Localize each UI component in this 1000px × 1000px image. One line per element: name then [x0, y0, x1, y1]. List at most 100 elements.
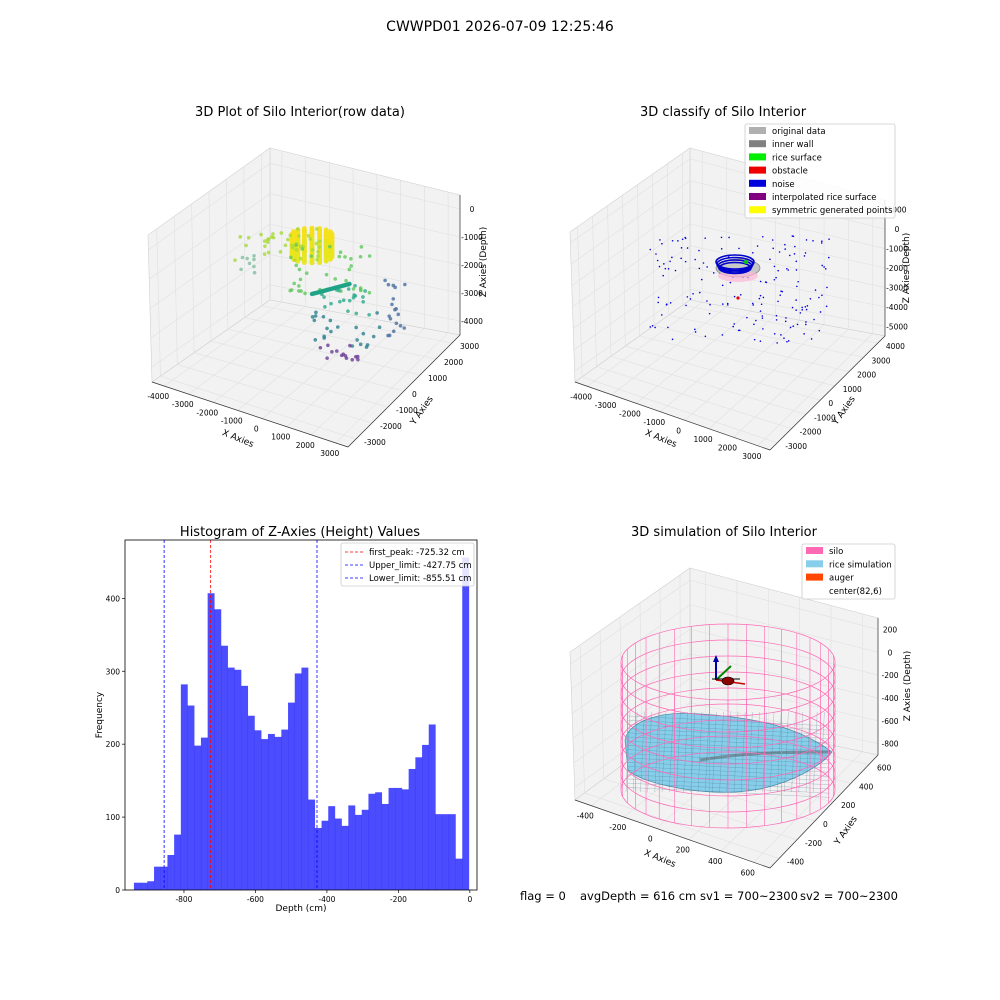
noise-point [709, 303, 711, 306]
legend-label: silo [829, 547, 843, 557]
noise-point [681, 238, 684, 241]
noise-point [762, 296, 765, 299]
histogram-bar [288, 702, 295, 890]
data-point [347, 281, 352, 287]
grid-line [148, 162, 271, 250]
grid-line [689, 579, 879, 630]
legend-swatch [806, 547, 823, 554]
z-tick-label: -4000 [886, 303, 908, 312]
histogram-bar [321, 820, 329, 890]
noise-point [665, 303, 668, 306]
data-point [393, 307, 397, 312]
noise-point [669, 302, 672, 304]
noise-point [760, 303, 763, 306]
data-point [269, 235, 274, 240]
data-point [338, 299, 342, 304]
data-point [289, 255, 293, 260]
noise-point [651, 324, 654, 327]
legend-frame [340, 542, 475, 587]
histogram-bar [314, 828, 322, 890]
noise-point [689, 298, 692, 300]
noise-point [780, 290, 782, 292]
status-line: flag = 0 avgDepth = 616 cm sv1 = 700~230… [520, 889, 898, 903]
data-point [361, 331, 366, 336]
histogram-bar [301, 667, 309, 890]
grid-line [689, 288, 886, 327]
x-axis-line [574, 381, 771, 451]
histogram-bar [140, 882, 148, 890]
y-tick-label: 200 [841, 801, 856, 810]
x-tick-label: 0 [648, 834, 653, 843]
data-point [353, 283, 357, 288]
data-point [354, 311, 359, 316]
noise-point [728, 236, 730, 239]
z-tick-label: 200 [883, 625, 898, 634]
x-tick-label: 3000 [320, 449, 339, 458]
noise-point [821, 294, 823, 297]
data-point [377, 325, 382, 330]
data-point [245, 256, 249, 261]
noise-point [778, 251, 781, 253]
x-tick-label: 0 [254, 425, 259, 434]
noise-point [795, 269, 798, 271]
histogram-bar [381, 803, 389, 890]
status-flag: flag = 0 [520, 889, 566, 903]
data-point [343, 354, 348, 358]
data-point [351, 287, 356, 291]
x-tick-label: 2000 [718, 443, 737, 452]
noise-point [733, 323, 736, 325]
legend-label: auger [829, 574, 854, 584]
noise-point [828, 256, 830, 259]
data-point [306, 233, 311, 238]
legend-frame [801, 543, 896, 600]
data-point [252, 270, 257, 275]
grid-line [210, 340, 405, 392]
panel-classify-ylabel: Y Axies [830, 394, 858, 427]
grid-line [571, 629, 691, 714]
data-point [402, 326, 407, 330]
noise-point [795, 309, 797, 311]
data-point [367, 313, 371, 317]
panel-raw-axes: -4000-3000-2000-10000100020003000-3000-2… [147, 147, 483, 458]
noise-point [813, 318, 815, 321]
grid-line [573, 678, 691, 764]
noise-point [737, 329, 740, 332]
rice-mesh-line [627, 753, 831, 764]
data-point [328, 252, 333, 258]
histogram-bar [281, 729, 289, 890]
histogram-bar [227, 667, 235, 890]
x-tick-label: -600 [247, 895, 264, 904]
noise-point [698, 249, 700, 252]
noise-point [671, 338, 674, 341]
y-tick-label: 3000 [871, 356, 890, 365]
histogram-bar [348, 805, 356, 890]
grid-line [570, 580, 691, 665]
rice-mesh-line [705, 711, 710, 793]
y-tick-label: 1000 [843, 385, 862, 394]
noise-point [738, 247, 740, 250]
legend-swatch [749, 166, 766, 174]
y-tick-label: 100 [106, 813, 121, 822]
histogram-bar [174, 834, 182, 890]
legend-label: rice surface [772, 153, 822, 163]
noise-point [692, 293, 694, 295]
legend-label: noise [772, 180, 795, 190]
rice-mesh-line [627, 787, 831, 798]
grid-line [639, 335, 835, 387]
legend-swatch [806, 573, 823, 581]
data-point [294, 263, 299, 268]
noise-point [649, 326, 652, 328]
x-tick-label: -1000 [643, 418, 665, 427]
noise-point [776, 342, 778, 344]
auger-head [721, 676, 735, 686]
noise-point [704, 237, 706, 239]
histogram-bar [355, 814, 362, 890]
histogram-title: Histogram of Z-Axies (Height) Values [180, 525, 420, 540]
data-point [359, 245, 364, 249]
noise-point [772, 247, 774, 250]
noise-point [667, 326, 669, 329]
panel-raw-3d-plot: 3D Plot of Silo Interior(row data) -4000… [147, 105, 489, 458]
noise-point [654, 326, 656, 329]
histogram-bar [422, 744, 429, 890]
